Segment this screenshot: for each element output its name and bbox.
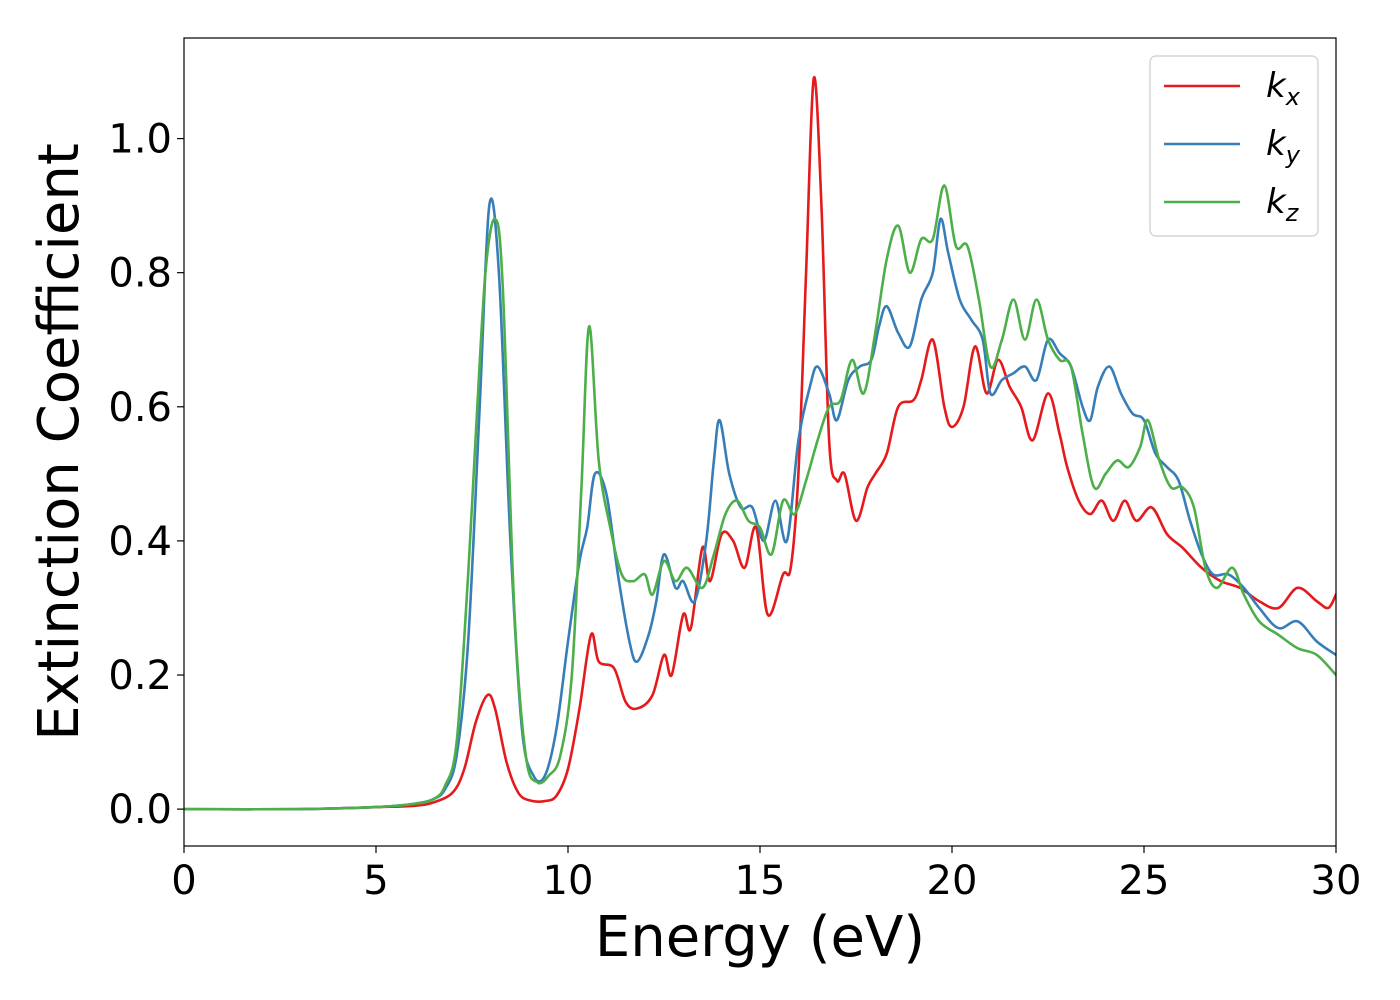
y-tick-label: 1.0 xyxy=(108,117,172,163)
x-axis-title: Energy (eV) xyxy=(595,905,925,970)
legend-label-base: k xyxy=(1266,66,1287,106)
x-tick-label: 10 xyxy=(543,858,594,904)
y-axis: 0.0 0.2 0.4 0.6 0.8 1.0 xyxy=(108,117,184,833)
series-layer xyxy=(184,75,1336,811)
x-tick-label: 30 xyxy=(1311,858,1362,904)
y-tick-label: 0.6 xyxy=(108,385,172,431)
x-tick-label: 20 xyxy=(927,858,978,904)
x-tick-label: 15 xyxy=(735,858,786,904)
legend-label-subscript: x xyxy=(1285,83,1301,111)
series-line-k-x xyxy=(184,75,1336,811)
series-line-k-z xyxy=(184,184,1336,811)
legend-label-subscript: z xyxy=(1285,199,1300,227)
legend-label: kz xyxy=(1266,182,1300,227)
x-tick-label: 0 xyxy=(171,858,196,904)
y-tick-label: 0.4 xyxy=(108,519,172,565)
x-axis: 0 5 10 15 20 25 30 xyxy=(171,846,1361,904)
legend-label-subscript: y xyxy=(1285,141,1301,169)
x-tick-label: 25 xyxy=(1119,858,1170,904)
legend-label: kx xyxy=(1266,66,1301,111)
y-tick-label: 0.8 xyxy=(108,251,172,297)
y-tick-label: 0.2 xyxy=(108,653,172,699)
legend-box xyxy=(1149,55,1319,237)
legend-label: ky xyxy=(1266,124,1301,169)
legend-label-base: k xyxy=(1266,124,1287,164)
y-axis-title: Extinction Coefficient xyxy=(27,143,92,741)
legend-label-base: k xyxy=(1266,182,1287,222)
y-tick-label: 0.0 xyxy=(108,787,172,833)
x-tick-label: 5 xyxy=(363,858,388,904)
